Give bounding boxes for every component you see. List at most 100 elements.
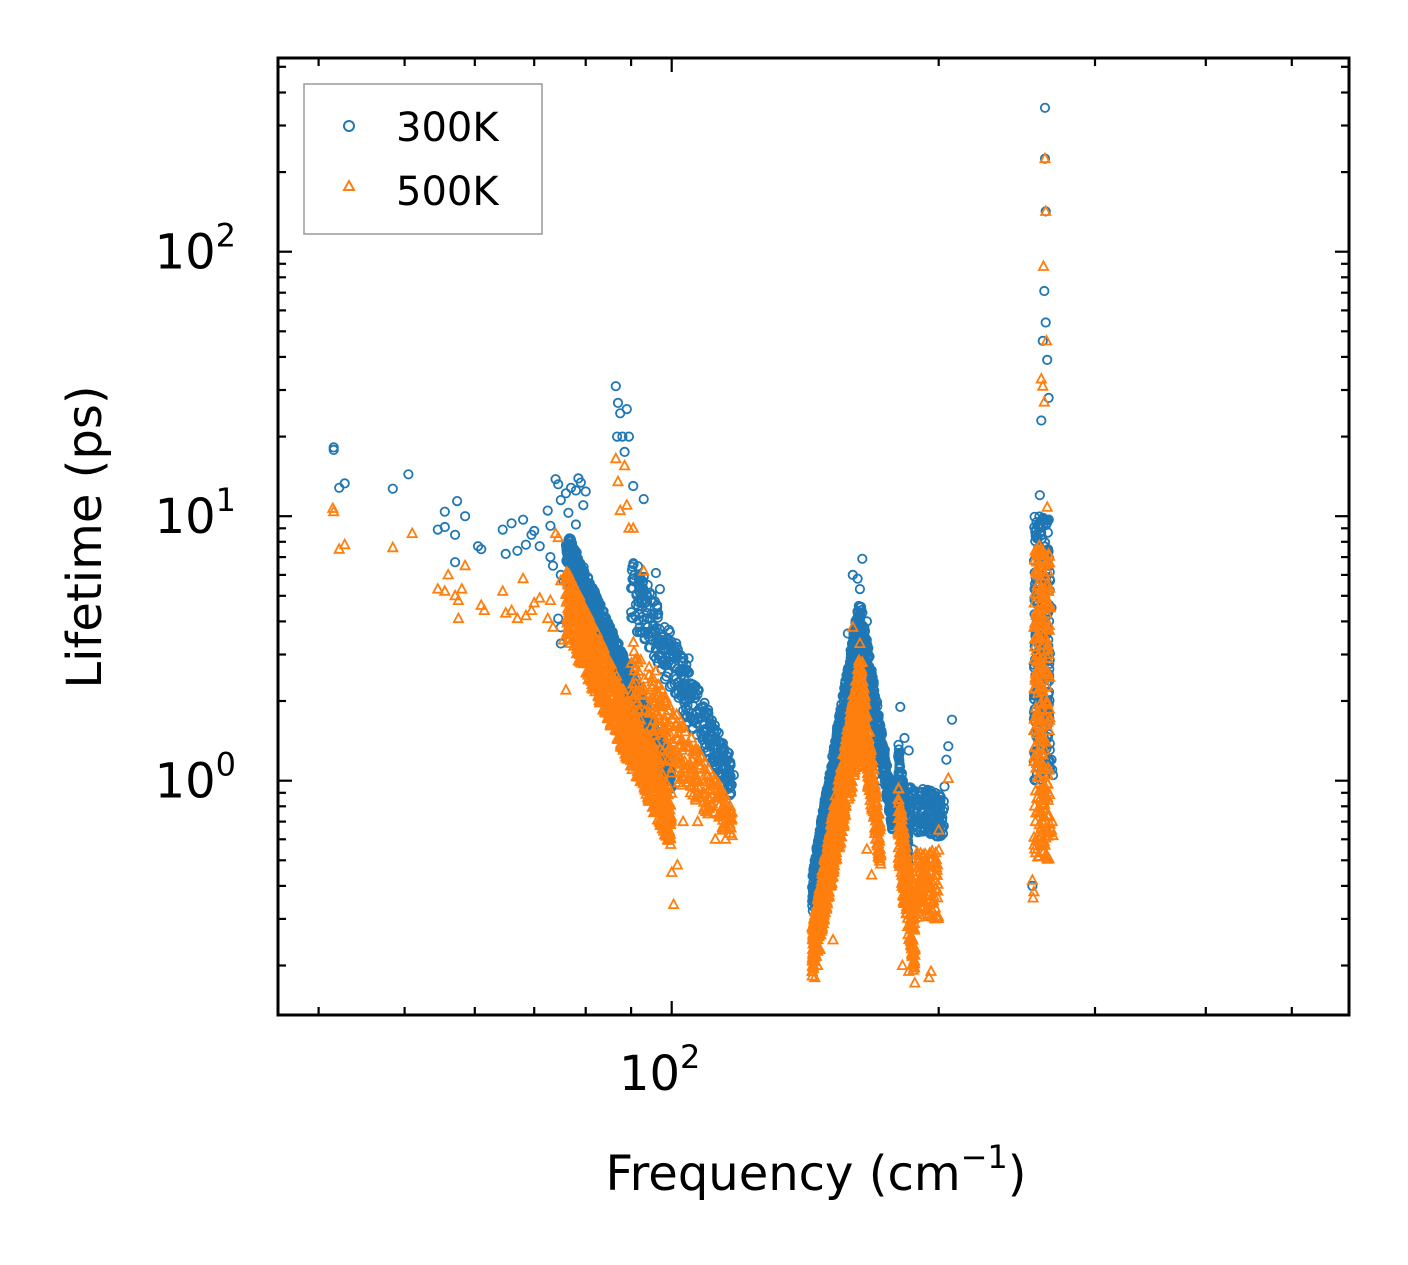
data-point-500K <box>610 682 623 694</box>
data-point-300K <box>1042 354 1053 365</box>
data-point-300K <box>685 678 696 689</box>
data-point-300K <box>884 785 895 796</box>
data-point-300K <box>658 656 669 668</box>
data-point-300K <box>715 743 726 755</box>
data-point-500K <box>807 929 820 942</box>
data-point-500K <box>638 781 651 793</box>
data-point-300K <box>648 609 659 621</box>
data-point-500K <box>588 684 602 697</box>
data-point-500K <box>597 643 610 656</box>
data-point-500K <box>825 875 838 888</box>
data-point-300K <box>941 754 952 765</box>
data-point-500K <box>648 694 661 706</box>
data-point-300K <box>564 536 576 547</box>
data-point-300K <box>827 761 839 772</box>
data-point-300K <box>928 789 939 800</box>
data-point-500K <box>617 682 630 694</box>
data-point-300K <box>506 518 517 529</box>
data-point-300K <box>665 639 677 651</box>
data-point-300K <box>861 616 873 627</box>
data-point-500K <box>583 627 596 639</box>
data-point-500K <box>674 752 688 765</box>
data-point-300K <box>590 598 602 609</box>
data-point-300K <box>639 633 650 645</box>
data-point-300K <box>451 495 463 507</box>
data-point-300K <box>855 601 867 613</box>
data-point-300K <box>563 507 574 518</box>
data-point-300K <box>517 514 529 525</box>
data-point-300K <box>893 752 904 763</box>
data-point-300K <box>681 710 693 721</box>
data-point-300K <box>844 669 855 681</box>
data-point-500K <box>647 713 660 725</box>
data-point-300K <box>328 444 339 455</box>
data-point-500K <box>562 608 576 620</box>
data-point-500K <box>823 825 836 837</box>
data-point-300K <box>512 545 523 556</box>
data-point-300K <box>633 615 644 626</box>
data-point-300K <box>682 700 693 711</box>
data-point-500K <box>613 689 627 702</box>
data-point-300K <box>702 746 714 757</box>
data-point-300K <box>816 819 828 830</box>
data-point-500K <box>836 817 849 830</box>
data-point-500K <box>642 744 655 756</box>
data-point-300K <box>635 581 646 592</box>
data-point-300K <box>1030 530 1041 542</box>
data-point-300K <box>903 745 914 756</box>
data-point-300K <box>638 493 649 505</box>
data-point-300K <box>876 729 887 740</box>
data-point-300K <box>449 529 461 540</box>
data-point-500K <box>664 814 677 827</box>
data-point-300K <box>810 861 821 872</box>
data-point-300K <box>648 651 660 662</box>
data-point-300K <box>662 667 674 679</box>
data-point-300K <box>626 565 638 576</box>
data-point-500K <box>679 724 692 737</box>
data-point-300K <box>842 628 854 639</box>
data-point-500K <box>693 760 706 773</box>
data-point-300K <box>545 551 556 563</box>
data-point-300K <box>387 483 398 494</box>
data-point-300K <box>611 431 623 442</box>
data-point-300K <box>1046 754 1057 765</box>
data-point-300K <box>628 480 639 492</box>
data-point-300K <box>674 665 685 677</box>
data-point-300K <box>927 814 939 826</box>
data-point-500K <box>620 721 633 733</box>
data-point-300K <box>933 796 944 807</box>
data-point-500K <box>596 703 610 715</box>
data-point-300K <box>651 600 663 611</box>
data-point-500K <box>578 620 591 633</box>
data-point-300K <box>563 546 575 557</box>
data-point-300K <box>696 728 707 740</box>
data-point-300K <box>886 803 897 814</box>
data-point-500K <box>837 766 851 778</box>
data-point-500K <box>588 649 602 661</box>
data-point-300K <box>585 589 597 601</box>
data-point-300K <box>529 525 540 537</box>
data-point-300K <box>873 712 884 723</box>
data-point-300K <box>459 511 471 522</box>
data-point-500K <box>642 794 656 806</box>
data-point-300K <box>846 653 857 664</box>
data-point-500K <box>581 634 595 646</box>
data-point-500K <box>705 776 719 788</box>
data-point-500K <box>644 720 657 732</box>
data-point-500K <box>832 820 846 833</box>
data-point-300K <box>830 746 842 757</box>
data-point-500K <box>631 695 644 707</box>
data-point-500K <box>845 753 858 765</box>
data-point-300K <box>610 381 621 392</box>
data-point-300K <box>650 627 661 638</box>
data-point-300K <box>713 736 724 748</box>
data-point-300K <box>654 583 666 595</box>
data-point-500K <box>607 676 620 689</box>
data-point-500K <box>682 735 695 748</box>
data-point-500K <box>844 777 857 790</box>
data-point-300K <box>706 721 718 732</box>
data-point-500K <box>635 760 648 772</box>
data-point-500K <box>572 613 586 625</box>
data-point-300K <box>578 500 589 511</box>
